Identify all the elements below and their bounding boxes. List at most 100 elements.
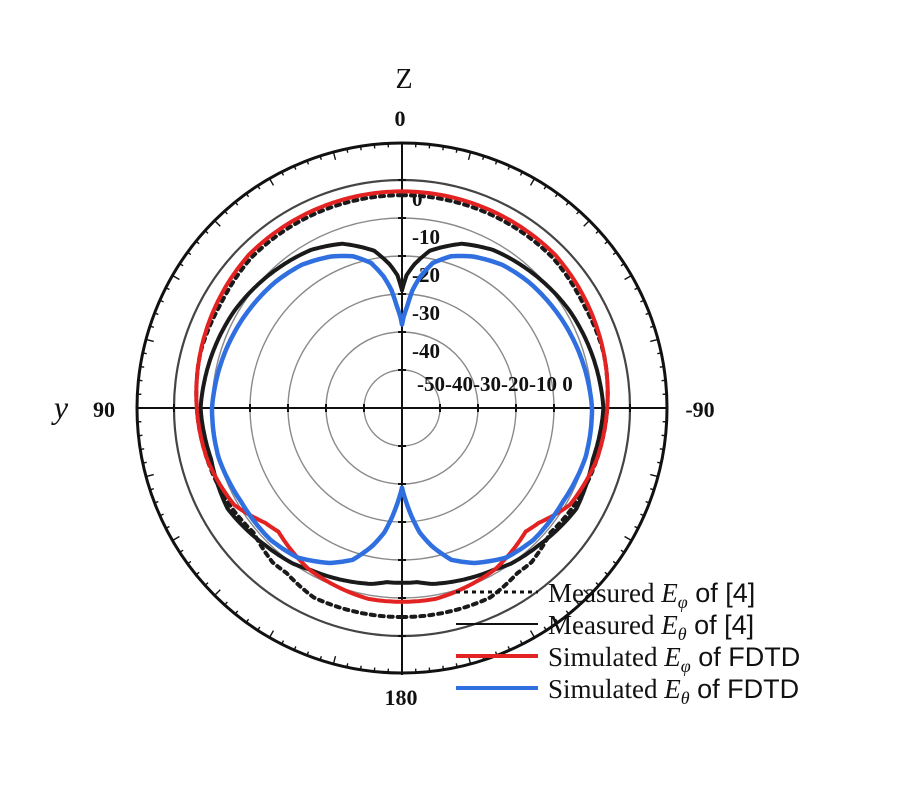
angle-tick: [507, 646, 511, 651]
angle-tick: [281, 171, 285, 176]
angle-tick: [159, 513, 164, 517]
angle-tick: [554, 618, 559, 623]
series-line-simulated_etheta: [399, 253, 595, 566]
angle-tick: [306, 160, 310, 165]
series-line-simulated_ephi: [194, 189, 404, 604]
angle-label-left: 90: [93, 397, 115, 422]
angle-tick: [519, 171, 523, 176]
angle-tick: [481, 155, 485, 160]
angle-tick: [165, 287, 170, 291]
angle-tick: [657, 352, 662, 355]
angle-tick: [245, 193, 250, 198]
angle-tick: [187, 560, 192, 565]
angle-tick: [245, 618, 250, 623]
series-line-simulated_etheta: [209, 253, 405, 566]
series-line-simulated_ephi: [400, 189, 610, 604]
series-layer: [194, 189, 610, 619]
radial-tick-label: 0: [412, 187, 423, 211]
angle-tick: [359, 665, 362, 670]
angle-tick: [159, 299, 164, 303]
angle-tick: [172, 535, 180, 542]
angle-tick: [179, 549, 184, 553]
angle-tick: [359, 146, 362, 151]
angle-tick: [455, 148, 458, 153]
angle-tick: [281, 640, 285, 645]
angle-tick: [268, 178, 275, 186]
angle-tick: [145, 473, 154, 478]
angle-tick: [204, 230, 209, 234]
ticks-layer: 0-10-20-30-40: [137, 143, 667, 673]
angle-tick: [455, 663, 458, 668]
angle-tick: [179, 263, 184, 267]
angle-tick: [149, 487, 154, 491]
angle-tick: [576, 210, 580, 215]
angle-tick: [604, 571, 609, 576]
angle-tick: [293, 646, 297, 651]
angle-tick: [140, 448, 145, 451]
angle-label-right: -90: [685, 397, 714, 422]
angle-tick: [565, 201, 570, 206]
angle-tick: [624, 274, 632, 281]
angle-tick: [319, 656, 323, 661]
angle-tick: [346, 148, 349, 153]
angle-tick: [657, 461, 662, 464]
angle-tick: [257, 626, 261, 631]
angle-tick: [268, 630, 275, 638]
angle-tick: [195, 240, 200, 245]
angle-tick: [332, 656, 337, 665]
angle-tick: [650, 338, 659, 343]
angle-tick: [257, 185, 261, 190]
angle-tick: [543, 626, 547, 631]
angle-tick: [640, 513, 645, 517]
angle-tick: [640, 299, 645, 303]
angle-tick: [595, 582, 600, 586]
angle-tick: [519, 640, 523, 645]
angle-tick: [543, 185, 547, 190]
y-axis-label: y: [51, 389, 69, 425]
angle-tick: [306, 651, 310, 656]
angle-tick: [172, 274, 180, 281]
angle-tick: [346, 663, 349, 668]
angle-tick: [494, 160, 498, 165]
radial-tick-labels-horizontal: -50-40-30-20-10 0: [417, 372, 573, 396]
angle-tick: [214, 220, 221, 227]
angle-tick: [293, 165, 297, 170]
angle-tick: [624, 535, 632, 542]
angle-tick: [529, 178, 536, 186]
angle-tick: [214, 589, 221, 596]
angle-tick: [467, 151, 472, 160]
angle-tick: [234, 610, 239, 615]
angle-tick: [142, 352, 147, 355]
angle-label-top: 0: [395, 106, 406, 131]
angle-tick: [149, 325, 154, 329]
angle-tick: [620, 263, 625, 267]
angle-tick: [565, 610, 570, 615]
angle-tick: [204, 582, 209, 586]
angle-tick: [529, 630, 536, 638]
angle-tick: [140, 365, 145, 368]
z-axis-label: Z: [395, 64, 412, 95]
angle-tick: [650, 473, 659, 478]
angle-tick: [145, 338, 154, 343]
angle-tick: [576, 601, 580, 606]
legend-label: Measured Eφ of [4]: [548, 578, 755, 612]
angle-tick: [620, 549, 625, 553]
angle-tick: [154, 312, 159, 316]
angle-tick: [645, 500, 650, 504]
radial-tick-label: -40: [412, 339, 440, 363]
angle-tick: [142, 461, 147, 464]
angle-tick: [659, 365, 664, 368]
angle-tick: [650, 487, 655, 491]
angle-tick: [165, 525, 170, 529]
angle-tick: [659, 448, 664, 451]
angle-tick: [634, 525, 639, 529]
legend-label: Measured Eθ of [4]: [548, 610, 754, 644]
angle-tick: [634, 287, 639, 291]
angle-tick: [604, 240, 609, 245]
angle-tick: [595, 230, 600, 234]
angle-label-bottom: 180: [385, 685, 418, 710]
angle-tick: [154, 500, 159, 504]
angle-tick: [195, 571, 200, 576]
legend-label: Simulated Eφ of FDTD: [548, 642, 800, 676]
